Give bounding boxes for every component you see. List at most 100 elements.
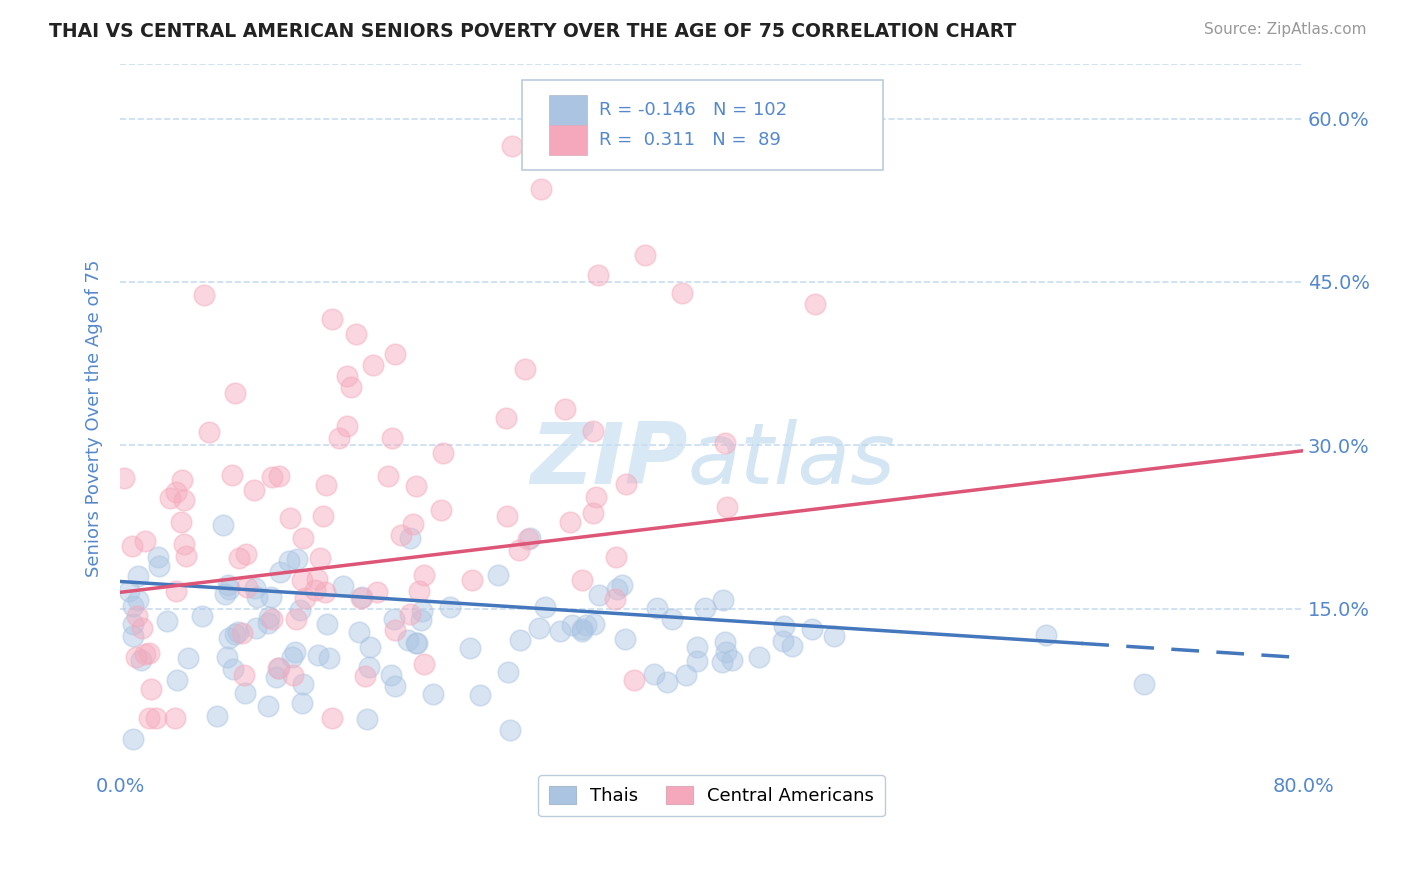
Point xyxy=(501,138,523,153)
Point xyxy=(134,533,156,548)
Point xyxy=(336,419,359,434)
Point xyxy=(294,591,316,605)
Point xyxy=(554,402,576,417)
Point xyxy=(122,616,145,631)
Point xyxy=(117,583,139,598)
Point xyxy=(308,551,330,566)
Point xyxy=(804,296,827,310)
Point xyxy=(233,686,256,700)
Point xyxy=(134,648,156,662)
Point xyxy=(748,650,770,665)
Point xyxy=(165,584,187,599)
Point xyxy=(257,616,280,631)
Legend: Thais, Central Americans: Thais, Central Americans xyxy=(538,775,884,816)
Point xyxy=(460,641,482,656)
Point xyxy=(146,549,169,564)
Text: THAI VS CENTRAL AMERICAN SENIORS POVERTY OVER THE AGE OF 75 CORRELATION CHART: THAI VS CENTRAL AMERICAN SENIORS POVERTY… xyxy=(49,22,1017,41)
Point xyxy=(173,537,195,551)
Point xyxy=(285,552,308,566)
Point xyxy=(224,385,246,400)
Point xyxy=(614,476,637,491)
Point xyxy=(384,347,406,361)
Point xyxy=(307,572,329,586)
Point xyxy=(127,569,149,583)
Point xyxy=(588,588,610,602)
Bar xyxy=(550,125,588,154)
Point xyxy=(285,611,308,625)
Point xyxy=(655,674,678,689)
Point xyxy=(605,550,627,565)
Point xyxy=(332,579,354,593)
Point xyxy=(495,508,517,523)
Point xyxy=(380,668,402,682)
Point xyxy=(350,590,373,604)
Point xyxy=(402,516,425,531)
Point xyxy=(166,673,188,687)
Point xyxy=(571,622,593,636)
Point xyxy=(519,532,541,546)
Point xyxy=(228,550,250,565)
Point xyxy=(716,500,738,515)
Point xyxy=(340,380,363,394)
Point xyxy=(344,326,367,341)
Point xyxy=(159,491,181,506)
Point xyxy=(582,424,605,438)
Text: R =  0.311   N =  89: R = 0.311 N = 89 xyxy=(599,131,780,149)
Point xyxy=(269,565,291,579)
Point xyxy=(711,655,734,669)
Point xyxy=(226,624,249,639)
Point xyxy=(257,610,280,624)
Point xyxy=(468,688,491,702)
Point xyxy=(284,645,307,659)
Point xyxy=(1133,677,1156,691)
Point xyxy=(141,682,163,697)
Point xyxy=(245,621,267,635)
FancyBboxPatch shape xyxy=(522,79,883,170)
Point xyxy=(499,723,522,737)
Point xyxy=(243,582,266,596)
Point xyxy=(217,578,239,592)
Point xyxy=(215,649,238,664)
Point xyxy=(347,625,370,640)
Point xyxy=(260,470,283,484)
Point xyxy=(218,582,240,596)
Point xyxy=(259,591,281,605)
Point xyxy=(381,431,404,445)
Point xyxy=(508,543,530,558)
Point xyxy=(193,288,215,302)
Point xyxy=(432,446,454,460)
Point xyxy=(138,710,160,724)
Point xyxy=(509,633,531,648)
Point xyxy=(377,469,399,483)
Point xyxy=(221,468,243,483)
Point xyxy=(288,603,311,617)
Point xyxy=(127,609,149,624)
Point xyxy=(571,624,593,639)
Text: R = -0.146   N = 102: R = -0.146 N = 102 xyxy=(599,101,787,119)
Point xyxy=(772,633,794,648)
Bar xyxy=(550,95,588,125)
Point xyxy=(131,621,153,635)
Point xyxy=(361,359,384,373)
Point xyxy=(634,248,657,262)
Point xyxy=(686,640,709,654)
Point xyxy=(218,631,240,645)
Point xyxy=(354,668,377,682)
Point xyxy=(191,608,214,623)
Point xyxy=(356,713,378,727)
Point xyxy=(165,484,187,499)
Point xyxy=(205,708,228,723)
Point xyxy=(283,667,305,681)
Point xyxy=(422,687,444,701)
Point xyxy=(686,654,709,668)
Point xyxy=(316,616,339,631)
Point xyxy=(291,573,314,587)
Point xyxy=(125,650,148,665)
Point xyxy=(212,517,235,532)
Point xyxy=(170,515,193,529)
Point xyxy=(530,182,553,196)
Point xyxy=(695,601,717,615)
Point xyxy=(350,591,373,606)
Point xyxy=(122,599,145,614)
Point xyxy=(671,285,693,300)
